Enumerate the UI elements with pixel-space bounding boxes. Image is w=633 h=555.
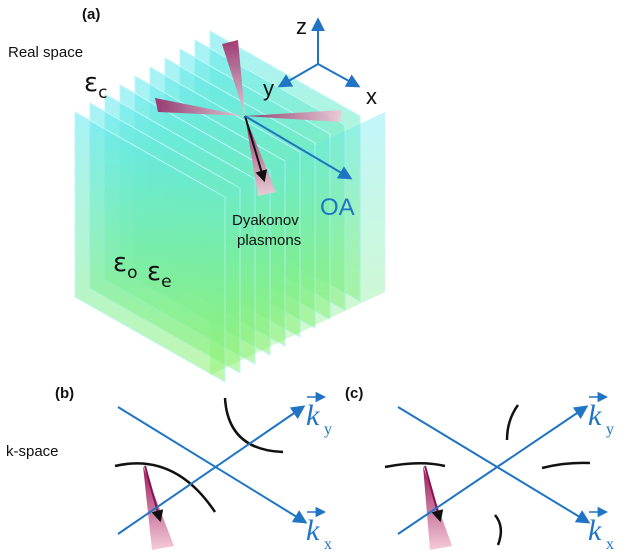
axis-label: z (296, 14, 307, 39)
axis-label: x (366, 84, 377, 109)
subscript: x (606, 536, 614, 553)
panel-label: (b) (55, 385, 74, 402)
kx-label: k x (588, 512, 614, 553)
k-symbol: k (306, 399, 320, 432)
symbol: ε (84, 68, 98, 98)
epsilon-label: εc (84, 68, 107, 103)
ky-label: k y (588, 397, 614, 438)
panel-label: (a) (82, 6, 100, 23)
subscript: c (98, 83, 107, 103)
annotation: plasmons (237, 232, 301, 249)
symbol: ε (147, 257, 161, 287)
optic-axis-label: OA (320, 194, 355, 221)
figure: z y x (a) Real space εc εo εe Dyakonov p… (0, 0, 633, 555)
annotation: Dyakonov (232, 212, 299, 229)
axis-label: y (263, 76, 274, 101)
subscript: o (127, 263, 137, 283)
symbol: ε (113, 248, 127, 278)
subscript: y (606, 421, 614, 438)
kx-label: k x (306, 512, 332, 553)
k-symbol: k (588, 399, 602, 432)
subscript: y (324, 421, 332, 438)
subscript: x (324, 536, 332, 553)
ky-label: k y (306, 397, 332, 438)
panel-label: (c) (345, 385, 363, 402)
k-symbol: k (588, 514, 602, 547)
subscript: e (161, 272, 171, 292)
axes-triad (280, 20, 358, 86)
k-symbol: k (306, 514, 320, 547)
isofrequency-contours (115, 398, 283, 512)
space-label: k-space (6, 443, 59, 460)
space-label: Real space (8, 44, 83, 61)
